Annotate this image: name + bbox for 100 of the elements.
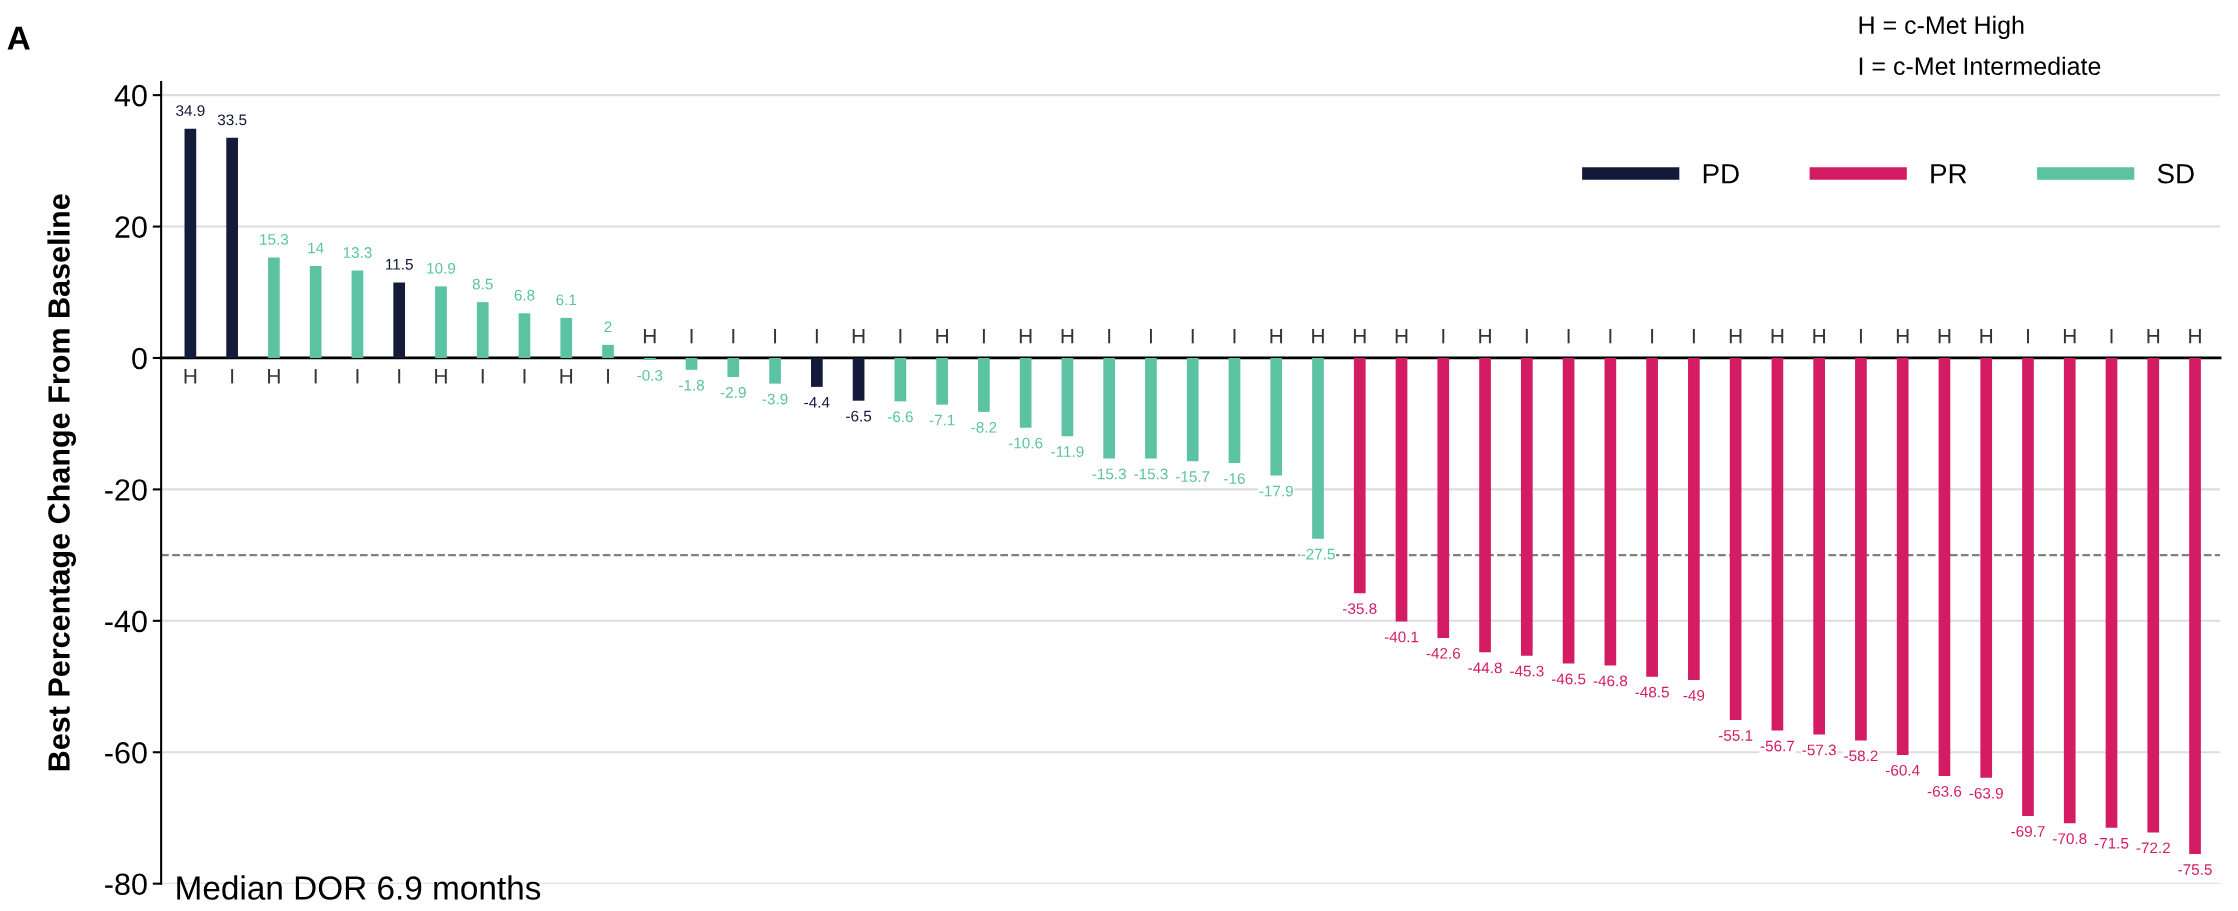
bar bbox=[1771, 357, 1784, 731]
data-label: 11.5 bbox=[386, 259, 413, 270]
data-label: -46.5 bbox=[1551, 673, 1586, 685]
legend-label: PD bbox=[1703, 164, 1739, 184]
bar bbox=[1270, 357, 1283, 476]
data-label: 34.9 bbox=[176, 105, 205, 117]
data-label: 6.1 bbox=[556, 294, 577, 306]
bar bbox=[1312, 357, 1324, 539]
x-tick-label: I bbox=[899, 328, 902, 344]
legend-label: SD bbox=[2157, 163, 2194, 184]
data-label: -15.3 bbox=[1092, 468, 1126, 480]
x-tick-label: H bbox=[1980, 328, 1993, 344]
data-label: -75.5 bbox=[2178, 864, 2212, 875]
data-label: 10.9 bbox=[427, 262, 456, 274]
data-label: -0.3 bbox=[637, 369, 663, 381]
data-label: 6.8 bbox=[514, 289, 535, 301]
bar bbox=[1604, 357, 1617, 666]
bar bbox=[226, 137, 238, 358]
x-tick-label: I bbox=[774, 328, 777, 344]
x-tick-label: H bbox=[1270, 328, 1283, 344]
bar bbox=[184, 128, 197, 358]
data-label: -45.3 bbox=[1510, 665, 1544, 677]
bar bbox=[1520, 357, 1533, 656]
y-tick-label: -20 bbox=[105, 479, 147, 501]
x-tick-label: H bbox=[435, 369, 447, 384]
bar bbox=[1186, 357, 1199, 462]
data-label: -27.5 bbox=[1301, 548, 1335, 560]
data-label: 14 bbox=[308, 242, 324, 254]
x-tick-label: I bbox=[1692, 328, 1695, 344]
bar bbox=[393, 282, 406, 358]
x-tick-label: I bbox=[314, 369, 317, 384]
x-tick-label: H bbox=[560, 369, 573, 384]
bar bbox=[476, 302, 489, 358]
x-tick-label: H bbox=[643, 328, 656, 344]
data-label: 33.5 bbox=[217, 114, 247, 126]
bar bbox=[1353, 357, 1366, 594]
x-tick-label: I bbox=[1233, 328, 1236, 344]
x-tick-label: I bbox=[1525, 328, 1528, 344]
x-tick-label: H bbox=[1312, 328, 1324, 344]
data-label: -48.5 bbox=[1635, 686, 1669, 698]
data-label: -4.4 bbox=[804, 397, 830, 408]
y-axis-title: Best Percentage Change From Baseline bbox=[47, 194, 77, 771]
data-label: -63.9 bbox=[1969, 787, 2003, 799]
x-tick-label: I bbox=[1609, 328, 1612, 344]
x-tick-label: I bbox=[732, 328, 735, 344]
x-tick-label: I bbox=[523, 369, 526, 384]
data-label: -11.9 bbox=[1051, 446, 1084, 458]
data-label: -10.6 bbox=[1008, 437, 1043, 449]
data-label: -40.1 bbox=[1384, 631, 1419, 643]
bar bbox=[602, 344, 614, 358]
x-tick-label: I bbox=[2027, 328, 2029, 344]
x-tick-label: H bbox=[268, 369, 280, 384]
x-tick-label: I bbox=[2110, 328, 2113, 344]
x-tick-label: H bbox=[1019, 328, 1032, 344]
legend-label: PR bbox=[1931, 164, 1967, 184]
data-label: -55.1 bbox=[1718, 730, 1753, 741]
x-tick-label: H bbox=[2063, 328, 2076, 344]
bar bbox=[1145, 357, 1157, 459]
bar bbox=[2147, 357, 2160, 833]
x-tick-label: I bbox=[1191, 328, 1194, 344]
x-tick-label: H bbox=[1395, 328, 1408, 344]
annotation: Median DOR 6.9 months bbox=[177, 875, 541, 900]
data-label: 8.5 bbox=[472, 278, 493, 290]
bar bbox=[1813, 357, 1826, 735]
bar bbox=[1061, 357, 1074, 437]
x-tick-label: I bbox=[607, 369, 609, 384]
data-label: -46.8 bbox=[1593, 675, 1628, 687]
bar bbox=[894, 357, 907, 402]
data-label: -69.7 bbox=[2011, 826, 2045, 837]
data-label: -8.2 bbox=[971, 421, 997, 433]
x-tick-label: H bbox=[2147, 328, 2160, 344]
bar bbox=[351, 270, 364, 358]
bar bbox=[1019, 357, 1032, 428]
data-label: -6.5 bbox=[846, 410, 872, 422]
data-label: -60.4 bbox=[1885, 764, 1920, 776]
bar bbox=[1103, 357, 1116, 459]
x-tick-label: H bbox=[1896, 328, 1909, 344]
data-label: 13.3 bbox=[343, 247, 372, 258]
bar bbox=[1437, 357, 1450, 638]
data-label: -71.5 bbox=[2094, 838, 2129, 849]
data-label: -70.8 bbox=[2053, 833, 2087, 845]
data-label: -17.9 bbox=[1259, 485, 1293, 497]
bar bbox=[978, 357, 990, 412]
x-tick-label: I bbox=[398, 369, 401, 384]
bar bbox=[936, 357, 948, 405]
bar bbox=[810, 357, 823, 387]
x-tick-label: H bbox=[2189, 328, 2201, 344]
data-label: 15.3 bbox=[260, 233, 289, 245]
x-tick-label: I bbox=[1567, 328, 1570, 344]
data-label: -72.2 bbox=[2136, 842, 2170, 854]
bar bbox=[727, 357, 740, 378]
bar bbox=[560, 317, 573, 358]
bar bbox=[1938, 357, 1951, 776]
bar bbox=[1395, 357, 1408, 622]
bar bbox=[2105, 357, 2118, 828]
x-tick-label: I bbox=[690, 328, 693, 344]
x-tick-label: I bbox=[481, 369, 484, 384]
data-label: -15.7 bbox=[1175, 471, 1210, 482]
data-label: -1.8 bbox=[679, 379, 705, 391]
data-label: -63.6 bbox=[1927, 785, 1962, 797]
